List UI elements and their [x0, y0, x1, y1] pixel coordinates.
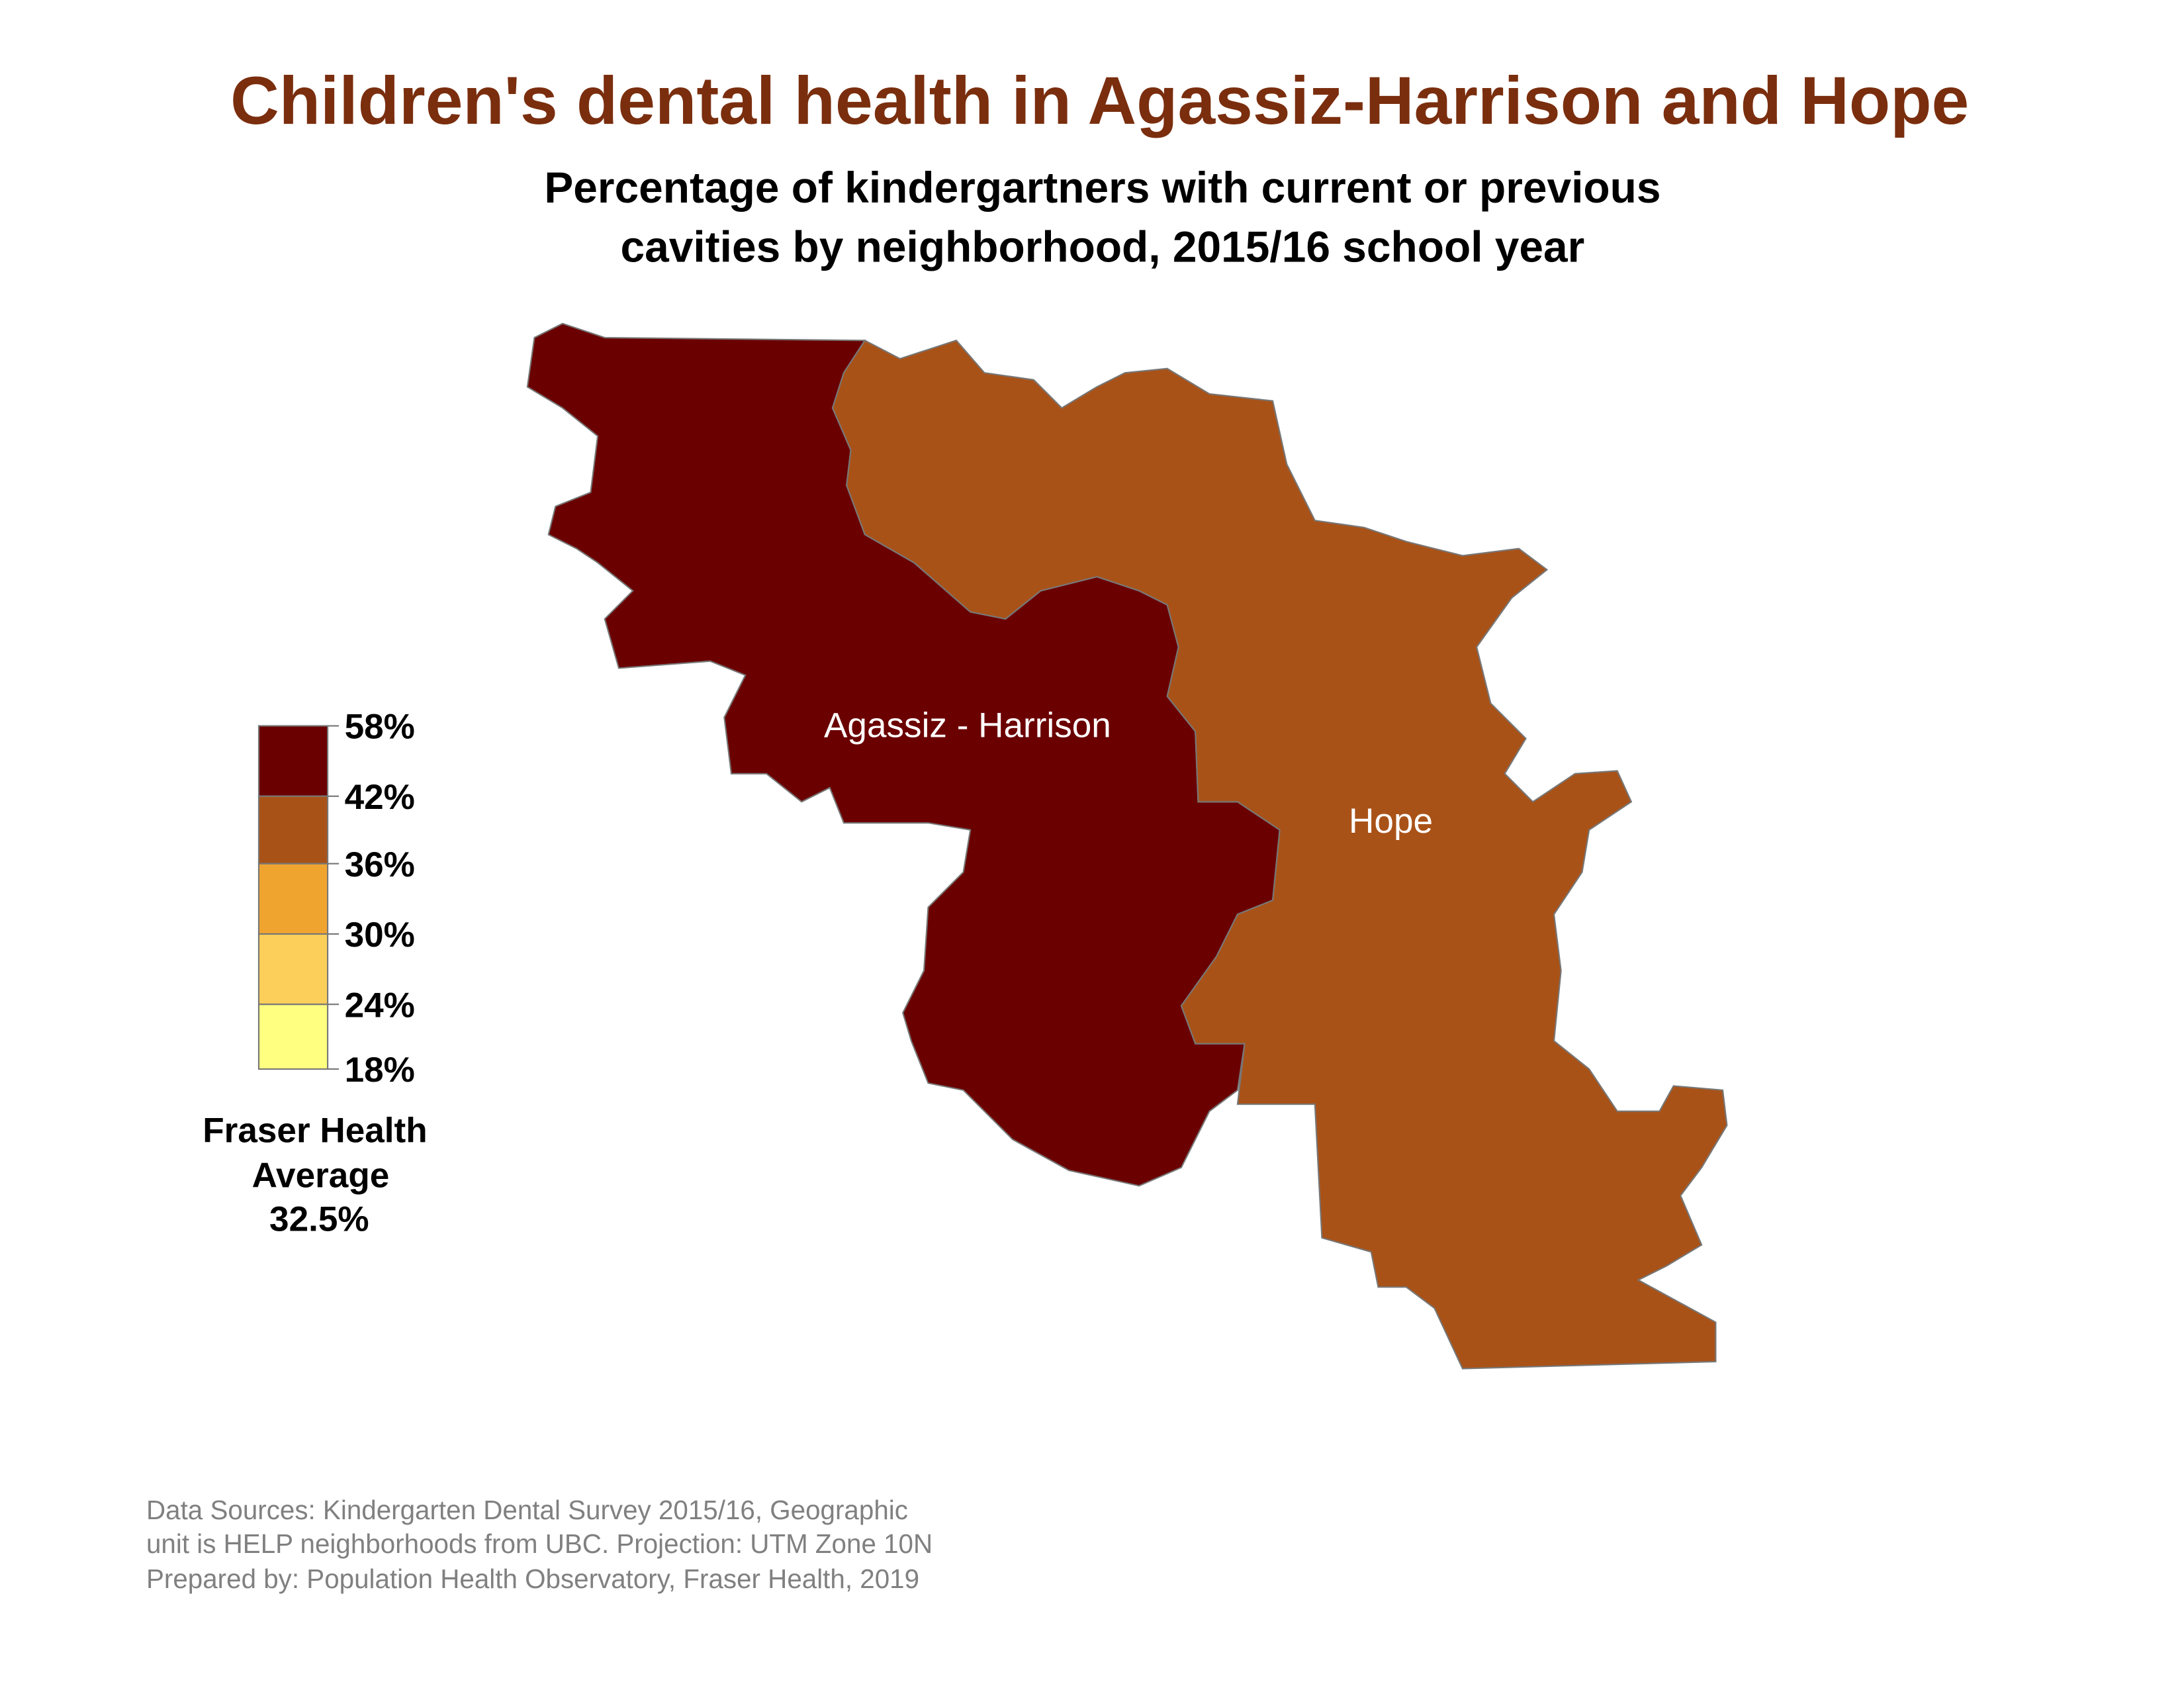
source-note: Prepared by: Population Health Observato… — [146, 1564, 919, 1594]
legend-swatch — [257, 725, 329, 797]
average-label: Fraser Health — [203, 1111, 427, 1150]
legend-swatch — [257, 863, 329, 935]
legend-label: 58% — [345, 708, 415, 747]
subtitle: Percentage of kindergartners with curren… — [544, 163, 1661, 212]
legend-label: 36% — [345, 845, 415, 884]
legend: 58% 42% 36% 30% 24% 18% — [257, 708, 415, 1090]
title: Children's dental health in Agassiz-Harr… — [230, 63, 1969, 138]
average-label: Average — [252, 1156, 390, 1195]
legend-label: 18% — [345, 1051, 415, 1090]
legend-swatch — [257, 933, 329, 1006]
source-note: Data Sources: Kindergarten Dental Survey… — [146, 1495, 908, 1525]
average-value: 32.5% — [269, 1199, 369, 1239]
source-note: unit is HELP neighborhoods from UBC. Pro… — [146, 1528, 933, 1559]
legend-swatch — [257, 1004, 329, 1070]
region-label: Agassiz - Harrison — [824, 706, 1111, 745]
subtitle: cavities by neighborhood, 2015/16 school… — [621, 222, 1585, 271]
legend-swatch — [257, 795, 329, 865]
legend-label: 30% — [345, 915, 415, 955]
legend-label: 24% — [345, 986, 415, 1025]
legend-label: 42% — [345, 778, 415, 817]
region — [831, 339, 1728, 1370]
region-label: Hope — [1349, 802, 1433, 841]
